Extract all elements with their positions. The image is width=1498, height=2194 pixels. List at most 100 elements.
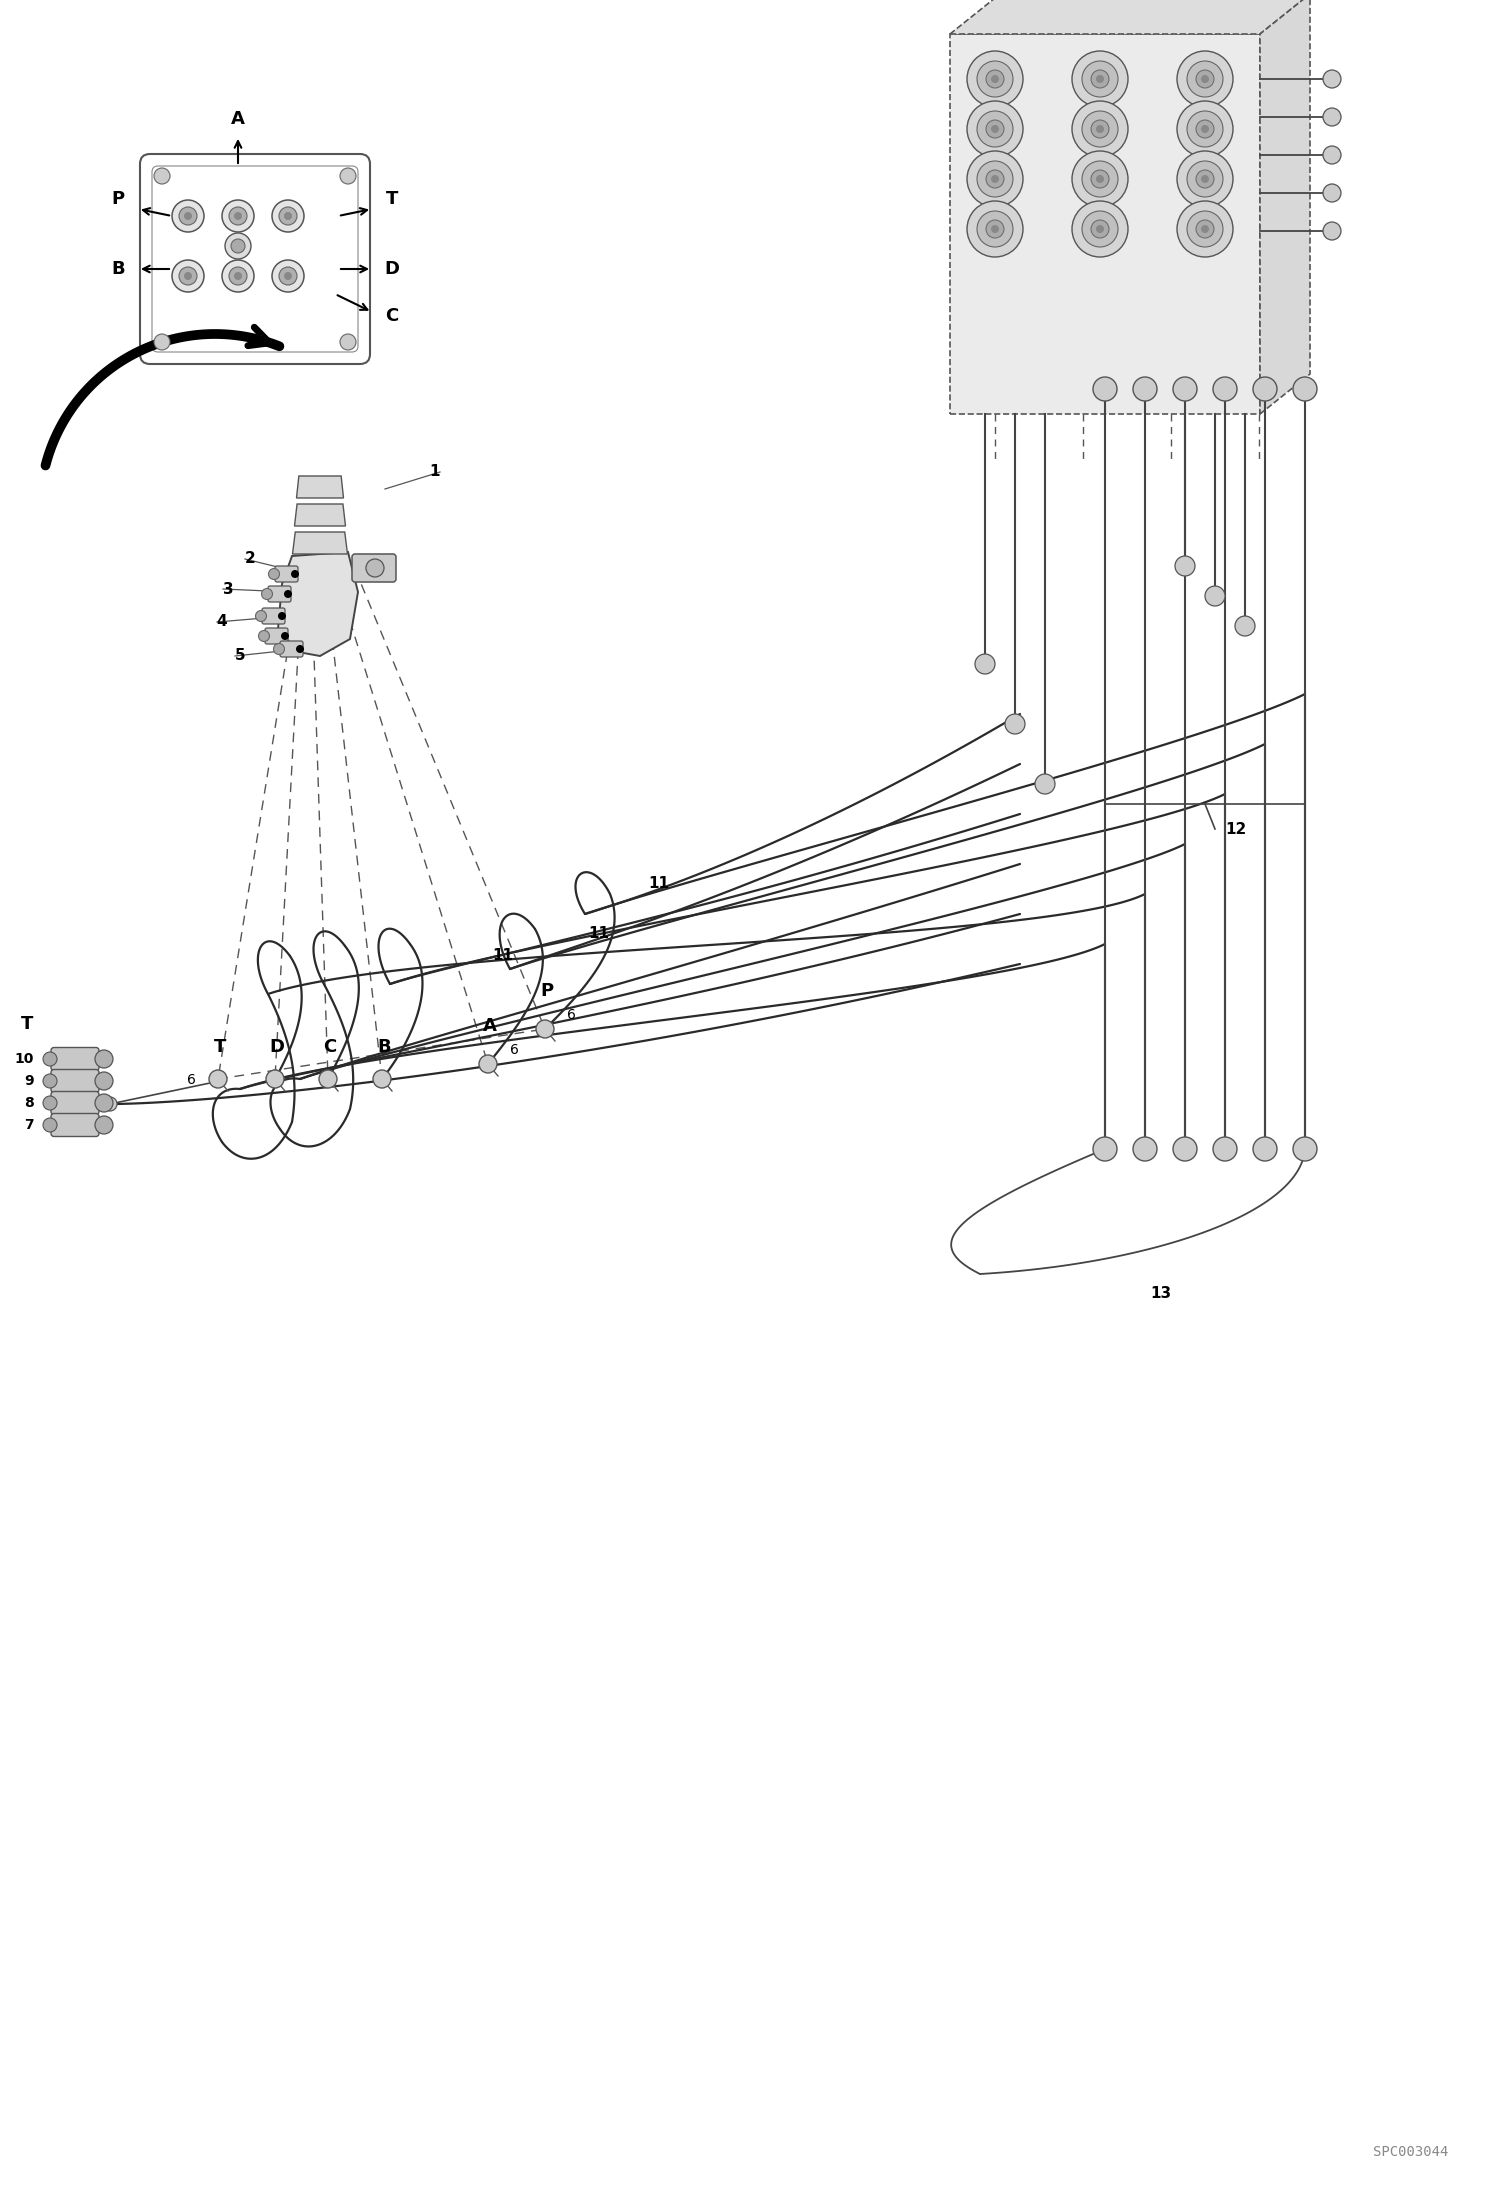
Circle shape [262,588,273,599]
Circle shape [968,202,1023,257]
Circle shape [210,1071,228,1088]
Polygon shape [292,531,348,555]
FancyBboxPatch shape [280,641,303,656]
Polygon shape [950,33,1260,415]
Circle shape [1082,112,1118,147]
Circle shape [1082,211,1118,248]
Circle shape [968,50,1023,108]
Circle shape [1195,121,1213,138]
Circle shape [1174,555,1195,577]
Circle shape [1005,713,1025,735]
Circle shape [373,1071,391,1088]
FancyBboxPatch shape [151,167,358,351]
Circle shape [319,1071,337,1088]
Circle shape [1186,61,1222,97]
Circle shape [986,219,1004,237]
Circle shape [977,112,1013,147]
Circle shape [282,632,289,641]
Polygon shape [297,476,343,498]
Circle shape [94,1051,112,1068]
Circle shape [94,1117,112,1134]
Circle shape [94,1073,112,1090]
Text: B: B [111,261,124,279]
Circle shape [1094,377,1118,402]
Text: 11: 11 [589,926,610,941]
Circle shape [222,200,255,233]
Text: 3: 3 [223,581,234,597]
Text: A: A [231,110,246,127]
Text: 12: 12 [1225,821,1246,836]
Circle shape [1213,377,1237,402]
Circle shape [1173,1136,1197,1161]
Circle shape [1073,151,1128,206]
Circle shape [992,176,999,182]
Circle shape [366,559,383,577]
Circle shape [274,643,285,654]
Text: T: T [21,1016,33,1033]
Circle shape [229,268,247,285]
Circle shape [1097,226,1104,233]
Circle shape [1252,1136,1276,1161]
Circle shape [178,206,198,226]
Circle shape [992,75,999,83]
Text: 11: 11 [491,948,512,963]
Circle shape [1323,184,1341,202]
Circle shape [1073,202,1128,257]
Circle shape [986,169,1004,189]
Text: 2: 2 [244,551,255,566]
Text: 13: 13 [1150,1286,1171,1301]
FancyBboxPatch shape [51,1115,99,1136]
FancyBboxPatch shape [262,608,285,623]
FancyBboxPatch shape [265,627,288,645]
Circle shape [1094,1136,1118,1161]
Circle shape [536,1020,554,1038]
Text: D: D [385,261,400,279]
FancyBboxPatch shape [352,555,395,581]
Circle shape [1323,108,1341,125]
Circle shape [1204,586,1225,606]
Polygon shape [950,0,1309,33]
Circle shape [1323,147,1341,165]
Text: D: D [270,1038,285,1055]
Text: 6: 6 [509,1042,518,1058]
Circle shape [285,213,292,219]
Circle shape [1173,377,1197,402]
Text: SPC003044: SPC003044 [1372,2146,1449,2159]
FancyBboxPatch shape [139,154,370,364]
Text: T: T [386,191,398,208]
Circle shape [1201,226,1209,233]
Circle shape [178,268,198,285]
Circle shape [297,645,304,654]
Circle shape [968,101,1023,158]
Circle shape [225,233,252,259]
Text: P: P [541,983,554,1000]
Circle shape [1097,176,1104,182]
Circle shape [1177,101,1233,158]
Circle shape [1073,50,1128,108]
Circle shape [1201,176,1209,182]
Circle shape [43,1097,57,1110]
Circle shape [154,333,169,351]
Circle shape [1195,219,1213,237]
Circle shape [1073,101,1128,158]
Text: B: B [377,1038,391,1055]
Circle shape [1082,61,1118,97]
Circle shape [1091,219,1109,237]
Circle shape [977,160,1013,197]
Circle shape [986,121,1004,138]
Text: 9: 9 [24,1075,34,1088]
Circle shape [285,590,292,599]
Circle shape [975,654,995,674]
FancyBboxPatch shape [51,1090,99,1115]
FancyBboxPatch shape [268,586,291,601]
Circle shape [231,239,246,252]
Circle shape [1132,1136,1156,1161]
Circle shape [1091,70,1109,88]
Circle shape [172,200,204,233]
Circle shape [340,169,357,184]
Circle shape [279,612,286,621]
Circle shape [992,226,999,233]
Circle shape [1186,112,1222,147]
FancyBboxPatch shape [51,1068,99,1093]
Circle shape [1082,160,1118,197]
